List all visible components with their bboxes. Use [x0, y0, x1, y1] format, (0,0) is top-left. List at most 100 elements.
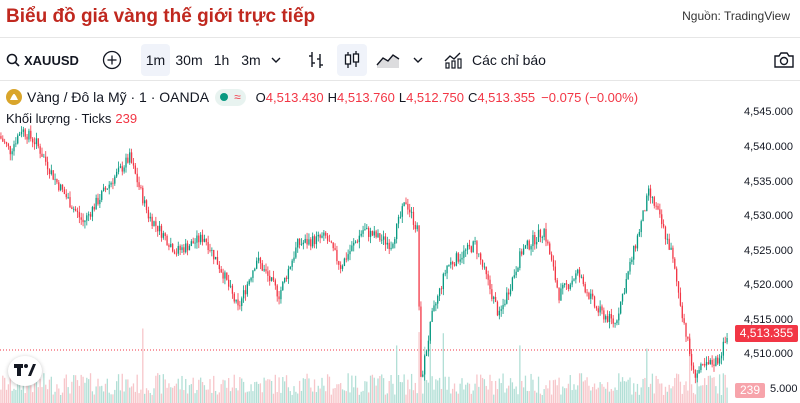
- volume-bar: [185, 378, 187, 403]
- candle-body: [302, 242, 304, 245]
- volume-bar: [160, 393, 163, 403]
- market-status-pill[interactable]: ≈: [215, 88, 246, 106]
- candle-body: [261, 263, 263, 271]
- volume-bar: [235, 388, 237, 403]
- candle-body: [239, 305, 241, 307]
- volume-bar: [690, 384, 693, 403]
- volume-bar: [575, 389, 577, 403]
- volume-bar: [162, 374, 164, 403]
- candle-body: [123, 167, 125, 172]
- volume-bar: [466, 382, 469, 403]
- volume-bar: [692, 392, 695, 403]
- candle-body: [250, 277, 252, 281]
- bars-icon: [307, 50, 325, 70]
- candle-body: [489, 279, 491, 290]
- volume-bar: [32, 392, 34, 403]
- candle-body: [446, 265, 448, 274]
- volume-bar: [620, 381, 622, 403]
- volume-bar: [394, 394, 396, 403]
- candle-body: [267, 271, 269, 276]
- volume-bar: [20, 389, 23, 403]
- volume-label: Khối lượng · Ticks: [6, 111, 112, 126]
- candle-body: [353, 242, 355, 246]
- volume-bar: [627, 379, 629, 403]
- bars-style-button[interactable]: [302, 44, 330, 76]
- candle-body: [298, 238, 301, 245]
- candle-body: [649, 188, 652, 198]
- low-value: 4,512.750: [406, 89, 464, 105]
- candle-body: [274, 280, 276, 286]
- volume-bar: [584, 380, 586, 403]
- compare-symbol-button[interactable]: [99, 44, 125, 76]
- volume-bar: [713, 377, 715, 403]
- volume-bar: [513, 388, 515, 403]
- volume-bar: [295, 391, 297, 403]
- volume-bar: [353, 387, 355, 403]
- candle-body: [142, 187, 144, 204]
- candle-body: [571, 280, 573, 285]
- price-axis[interactable]: 4,545.000 4,540.000 4,535.000 4,530.000 …: [730, 100, 800, 403]
- volume-bar: [726, 387, 728, 403]
- candle-body: [648, 188, 650, 196]
- candle-body: [328, 240, 331, 242]
- volume-bar: [666, 391, 668, 403]
- candle-body: [65, 194, 67, 198]
- volume-bar: [330, 394, 332, 403]
- snapshot-button[interactable]: [770, 44, 798, 76]
- volume-bar: [550, 394, 553, 403]
- interval-3m-button[interactable]: 3m: [241, 52, 261, 68]
- interval-30m-button[interactable]: 30m: [175, 52, 203, 68]
- volume-bar: [633, 383, 635, 403]
- interval-1m-button[interactable]: 1m: [141, 44, 170, 76]
- volume-bar: [284, 381, 286, 403]
- candle-body: [636, 235, 639, 249]
- volume-bar: [65, 374, 67, 403]
- volume-bar: [220, 384, 222, 403]
- candle-body: [162, 233, 164, 238]
- volume-bar: [188, 385, 191, 403]
- candle-body: [614, 323, 616, 324]
- volume-bar: [597, 387, 599, 403]
- tradingview-logo[interactable]: [8, 356, 42, 386]
- volume-bar: [564, 388, 566, 403]
- volume-bar: [172, 387, 174, 403]
- candle-body: [582, 276, 584, 285]
- volume-bar: [35, 380, 38, 403]
- chart-style-menu-button[interactable]: [408, 44, 428, 76]
- volume-bar: [173, 385, 176, 403]
- candle-body: [325, 232, 327, 236]
- price-chart[interactable]: [0, 100, 735, 403]
- volume-bar: [291, 394, 293, 403]
- candle-body: [129, 152, 131, 163]
- volume-bar: [509, 378, 512, 403]
- candle-body: [127, 157, 129, 163]
- volume-bar: [459, 383, 461, 403]
- candle-body: [308, 239, 310, 245]
- indicators-button[interactable]: Các chỉ báo: [444, 44, 552, 76]
- candle-body: [470, 246, 472, 253]
- volume-bar: [91, 391, 94, 403]
- candle-body: [347, 254, 349, 260]
- candle-body: [651, 197, 654, 198]
- volume-bar: [681, 393, 683, 403]
- volume-bar: [487, 389, 489, 403]
- candle-body: [32, 138, 34, 143]
- volume-bar: [384, 394, 387, 403]
- interval-menu-button[interactable]: [266, 44, 286, 76]
- interval-1h-button[interactable]: 1h: [213, 52, 230, 68]
- candles-style-button[interactable]: [337, 44, 367, 76]
- volume-bar: [556, 385, 558, 403]
- candle-body: [679, 292, 682, 306]
- volume-bar: [153, 388, 155, 403]
- symbol-search-button[interactable]: XAUUSD: [6, 44, 84, 76]
- volume-bar: [670, 388, 672, 403]
- candle-body: [114, 176, 116, 184]
- candle-body: [653, 197, 655, 206]
- area-style-button[interactable]: [373, 44, 403, 76]
- candle-body: [377, 233, 379, 238]
- volume-bar: [651, 373, 654, 403]
- candle-body: [358, 235, 360, 243]
- candle-body: [170, 243, 172, 247]
- candle-body: [545, 228, 547, 242]
- series-legend: Vàng / Đô la Mỹ · 1 · OANDA ≈ O 4,513.430…: [6, 88, 638, 106]
